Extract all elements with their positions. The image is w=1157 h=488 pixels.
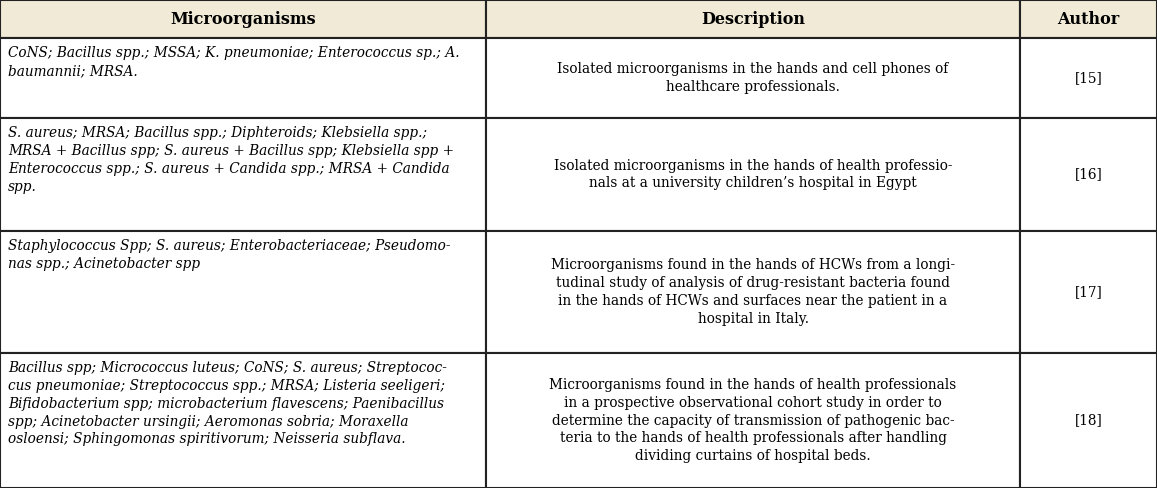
Bar (1020, 231, 1157, 353)
Text: Isolated microorganisms in the hands and cell phones of
healthcare professionals: Isolated microorganisms in the hands and… (558, 62, 949, 94)
Text: [15]: [15] (1075, 71, 1103, 85)
Text: Bacillus spp; Micrococcus luteus; CoNS; S. aureus; Streptococ-
cus pneumoniae; S: Bacillus spp; Micrococcus luteus; CoNS; … (8, 361, 447, 447)
Bar (0, 118, 486, 231)
Bar (0, 38, 486, 118)
Bar (486, 353, 1020, 488)
Bar (486, 0, 1020, 38)
Text: Staphylococcus Spp; S. aureus; Enterobacteriaceae; Pseudomo-
nas spp.; Acinetoba: Staphylococcus Spp; S. aureus; Enterobac… (8, 239, 450, 271)
Bar (1020, 353, 1157, 488)
Bar (1020, 38, 1157, 118)
Text: Microorganisms: Microorganisms (170, 11, 316, 27)
Text: [16]: [16] (1075, 167, 1103, 182)
Text: Description: Description (701, 11, 805, 27)
Bar (486, 118, 1020, 231)
Text: [17]: [17] (1075, 285, 1103, 299)
Text: S. aureus; MRSA; Bacillus spp.; Diphteroids; Klebsiella spp.;
MRSA + Bacillus sp: S. aureus; MRSA; Bacillus spp.; Diphtero… (8, 126, 454, 194)
Bar (0, 0, 486, 38)
Bar (486, 38, 1020, 118)
Bar (1020, 0, 1157, 38)
Bar (486, 231, 1020, 353)
Bar (1020, 118, 1157, 231)
Text: Isolated microorganisms in the hands of health professio-
nals at a university c: Isolated microorganisms in the hands of … (554, 159, 952, 190)
Bar (0, 353, 486, 488)
Text: [18]: [18] (1075, 413, 1103, 427)
Text: Microorganisms found in the hands of health professionals
in a prospective obser: Microorganisms found in the hands of hea… (550, 378, 957, 463)
Text: Author: Author (1057, 11, 1120, 27)
Text: CoNS; Bacillus spp.; MSSA; K. pneumoniae; Enterococcus sp.; A.
baumannii; MRSA.: CoNS; Bacillus spp.; MSSA; K. pneumoniae… (8, 46, 459, 78)
Bar (0, 231, 486, 353)
Text: Microorganisms found in the hands of HCWs from a longi-
tudinal study of analysi: Microorganisms found in the hands of HCW… (551, 258, 955, 326)
